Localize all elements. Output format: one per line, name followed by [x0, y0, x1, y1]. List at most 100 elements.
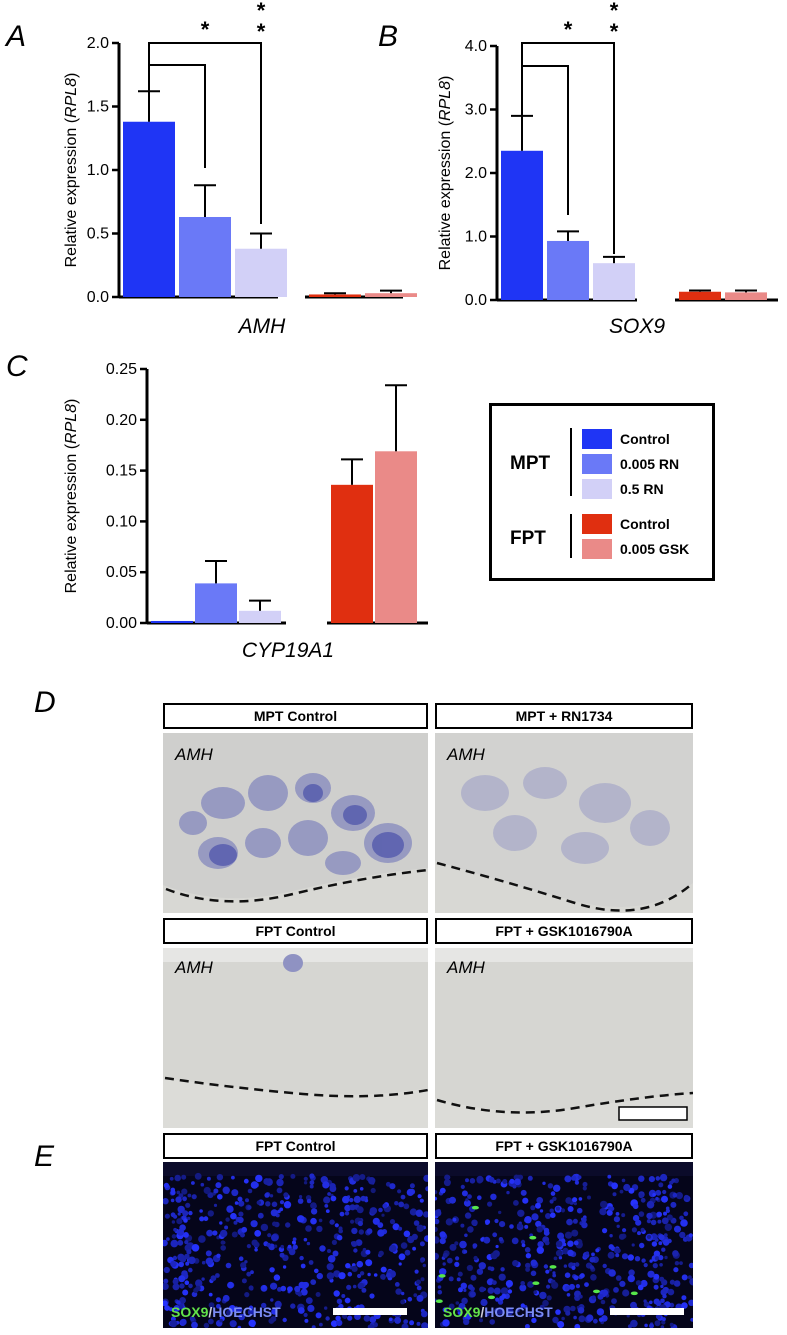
- nucleus: [591, 1295, 596, 1300]
- nucleus: [609, 1206, 615, 1212]
- nucleus: [409, 1320, 415, 1326]
- nucleus: [557, 1321, 565, 1328]
- nucleus: [205, 1257, 214, 1266]
- bar: [679, 291, 721, 300]
- nucleus: [243, 1178, 249, 1184]
- nucleus: [493, 1287, 501, 1295]
- nucleus: [607, 1251, 615, 1259]
- background-band: [163, 1162, 428, 1176]
- nucleus: [521, 1243, 526, 1248]
- nucleus: [654, 1256, 660, 1261]
- nucleus: [543, 1264, 549, 1269]
- nucleus: [525, 1267, 530, 1272]
- nucleus: [338, 1272, 346, 1280]
- nucleus: [435, 1226, 438, 1232]
- nucleus: [270, 1298, 274, 1302]
- nucleus: [623, 1183, 631, 1192]
- stain-sox9: SOX9: [443, 1304, 481, 1320]
- nucleus: [163, 1239, 168, 1247]
- micrograph-mpt-rn1734: AMH: [435, 733, 693, 913]
- nucleus: [649, 1323, 654, 1328]
- nucleus: [608, 1244, 614, 1250]
- nucleus: [652, 1193, 656, 1197]
- nucleus: [456, 1277, 461, 1282]
- nucleus: [683, 1194, 689, 1200]
- nucleus: [213, 1203, 218, 1207]
- nucleus: [688, 1299, 693, 1306]
- nucleus: [264, 1192, 270, 1198]
- y-tick-label: 4.0: [465, 38, 487, 55]
- nucleus: [224, 1225, 229, 1230]
- nucleus: [506, 1190, 510, 1195]
- nucleus: [488, 1176, 495, 1183]
- nucleus: [517, 1209, 525, 1217]
- nucleus: [394, 1201, 399, 1206]
- nucleus: [188, 1256, 196, 1265]
- legend-divider-fpt: [570, 514, 572, 558]
- nucleus: [326, 1272, 335, 1280]
- nucleus: [565, 1197, 573, 1204]
- nucleus: [536, 1226, 543, 1233]
- nucleus: [446, 1257, 453, 1264]
- y-axis-label: Relative expression (RPL8): [437, 76, 454, 271]
- nucleus: [407, 1236, 415, 1244]
- nucleus: [656, 1211, 662, 1218]
- nucleus: [465, 1198, 469, 1202]
- nucleus: [420, 1259, 424, 1263]
- nucleus: [463, 1249, 468, 1254]
- nucleus: [398, 1201, 405, 1208]
- nucleus: [666, 1214, 673, 1221]
- nucleus: [647, 1270, 655, 1278]
- nucleus: [191, 1181, 195, 1185]
- nucleus: [262, 1285, 267, 1289]
- nucleus: [351, 1265, 358, 1272]
- scale-bar: [610, 1308, 684, 1315]
- nucleus: [669, 1180, 674, 1185]
- significance-star: *: [610, 19, 619, 44]
- nucleus: [344, 1211, 350, 1216]
- nucleus: [409, 1208, 417, 1216]
- nucleus: [449, 1243, 457, 1251]
- nucleus: [613, 1287, 619, 1293]
- nucleus: [435, 1209, 442, 1217]
- nucleus: [561, 1316, 565, 1321]
- legend-item-mpt-control: Control: [582, 429, 670, 449]
- nucleus: [578, 1294, 583, 1299]
- nucleus: [688, 1233, 693, 1238]
- bar: [151, 620, 193, 623]
- nucleus: [627, 1254, 634, 1261]
- nucleus: [237, 1325, 242, 1328]
- nucleus: [659, 1276, 665, 1282]
- nucleus: [640, 1227, 645, 1232]
- nucleus: [234, 1201, 239, 1205]
- nucleus: [299, 1195, 303, 1199]
- nucleus: [622, 1228, 627, 1233]
- nucleus: [409, 1183, 415, 1189]
- nucleus: [571, 1229, 579, 1237]
- nucleus: [417, 1194, 422, 1199]
- nucleus: [455, 1301, 460, 1305]
- nucleus: [639, 1242, 645, 1249]
- nucleus: [578, 1315, 586, 1323]
- nucleus: [311, 1325, 316, 1328]
- nucleus: [601, 1289, 609, 1296]
- nucleus: [552, 1196, 557, 1201]
- nucleus: [470, 1274, 477, 1281]
- nucleus: [400, 1242, 408, 1249]
- nucleus: [525, 1262, 531, 1269]
- nucleus: [298, 1281, 306, 1289]
- nucleus: [611, 1298, 617, 1304]
- y-tick-label: 0.0: [87, 289, 109, 306]
- nucleus: [273, 1274, 281, 1281]
- nucleus: [613, 1216, 620, 1223]
- nucleus: [564, 1272, 571, 1278]
- nucleus: [163, 1266, 170, 1274]
- nucleus: [575, 1284, 580, 1289]
- nucleus: [535, 1202, 541, 1209]
- bar: [195, 583, 237, 623]
- nucleus: [573, 1240, 579, 1246]
- nucleus: [536, 1197, 544, 1204]
- nucleus: [479, 1318, 483, 1323]
- nucleus: [533, 1290, 537, 1294]
- nucleus: [615, 1275, 622, 1281]
